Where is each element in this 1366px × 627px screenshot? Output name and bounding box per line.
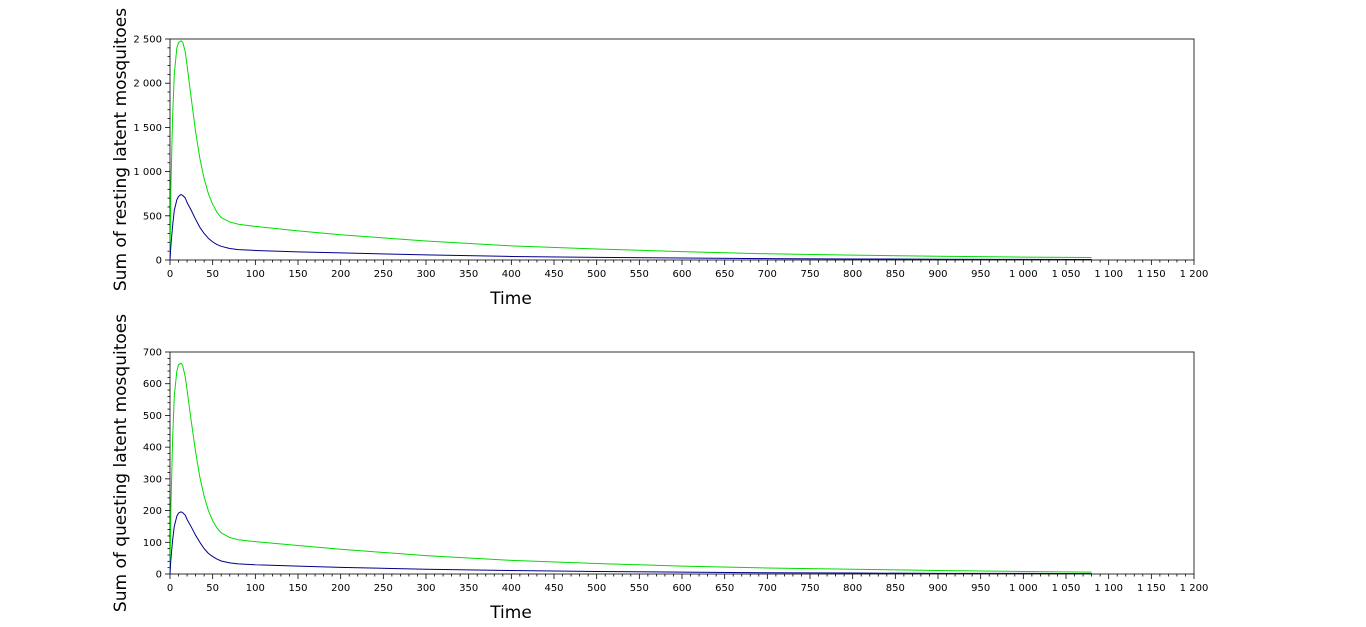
x-tick-label: 250 [374, 583, 393, 594]
series-line-0 [169, 40, 1092, 261]
x-tick-label: 0 [167, 583, 173, 594]
x-tick-label: 800 [843, 583, 862, 594]
x-tick-label: 300 [416, 583, 435, 594]
x-tick-label: 0 [167, 269, 173, 280]
x-tick-label: 450 [544, 583, 563, 594]
questing-latent-panel: 0 50 100 150 200 250 300 350 400 450 500 550 600 650 7… [111, 314, 1208, 623]
y-tick-label: 200 [143, 506, 162, 517]
y-tick-label: 300 [143, 474, 162, 485]
x-tick-label: 1 100 [1094, 583, 1123, 594]
x-tick-label: 950 [971, 269, 990, 280]
x-tick-label: 400 [502, 583, 521, 594]
x-tick-label: 150 [288, 269, 307, 280]
x-tick-label: 650 [715, 269, 734, 280]
x-tick-label: 150 [288, 583, 307, 594]
x-tick-label: 500 [587, 269, 606, 280]
y-axis-title: Sum of resting latent mosquitoes [111, 8, 131, 291]
x-tick-label: 600 [672, 269, 691, 280]
x-tick-label: 1 150 [1137, 269, 1166, 280]
x-tick-label: 1 100 [1094, 269, 1123, 280]
y-tick-label: 100 [143, 538, 162, 549]
x-tick-label: 550 [630, 583, 649, 594]
series-line-1 [169, 194, 1092, 261]
y-tick-label: 500 [143, 211, 162, 222]
x-tick-label: 950 [971, 583, 990, 594]
x-tick-label: 200 [331, 583, 350, 594]
x-axis-title: Time [489, 603, 532, 623]
y-tick-label: 0 [156, 570, 162, 581]
x-tick-label: 1 050 [1052, 269, 1081, 280]
series-line-1 [169, 511, 1092, 575]
x-tick-label: 750 [800, 583, 819, 594]
x-tick-label: 1 000 [1009, 583, 1038, 594]
y-tick-label: 1 000 [133, 167, 162, 178]
x-tick-label: 650 [715, 583, 734, 594]
x-tick-label: 350 [459, 269, 478, 280]
x-tick-label: 500 [587, 583, 606, 594]
x-tick-label: 800 [843, 269, 862, 280]
x-tick-label: 100 [246, 269, 265, 280]
y-tick-label: 500 [143, 411, 162, 422]
y-axis-title: Sum of questing latent mosquitoes [111, 314, 131, 612]
y-tick-label: 2 500 [133, 35, 162, 46]
x-tick-label: 550 [630, 269, 649, 280]
x-tick-label: 250 [374, 269, 393, 280]
x-tick-label: 50 [206, 269, 219, 280]
x-tick-label: 600 [672, 583, 691, 594]
x-tick-label: 400 [502, 269, 521, 280]
x-tick-label: 300 [416, 269, 435, 280]
x-tick-label: 850 [886, 583, 905, 594]
x-tick-label: 350 [459, 583, 478, 594]
plot-frame [169, 38, 1195, 261]
x-tick-label: 1 050 [1052, 583, 1081, 594]
x-tick-label: 1 150 [1137, 583, 1166, 594]
x-tick-label: 750 [800, 269, 819, 280]
x-tick-label: 700 [758, 583, 777, 594]
x-tick-label: 900 [928, 269, 947, 280]
y-tick-label: 0 [156, 256, 162, 267]
x-tick-label: 900 [928, 583, 947, 594]
y-tick-label: 700 [143, 348, 162, 359]
x-tick-label: 50 [206, 583, 219, 594]
x-axis-title: Time [489, 289, 532, 309]
x-tick-label: 700 [758, 269, 777, 280]
x-tick-label: 100 [246, 583, 265, 594]
x-tick-label: 1 200 [1180, 269, 1209, 280]
resting-latent-panel: 0 50 100 150 200 250 300 350 400 450 500 550 600 650 7… [111, 8, 1208, 309]
y-tick-label: 600 [143, 379, 162, 390]
x-tick-label: 850 [886, 269, 905, 280]
x-tick-label: 450 [544, 269, 563, 280]
x-tick-label: 1 200 [1180, 583, 1209, 594]
x-tick-label: 1 000 [1009, 269, 1038, 280]
plot-frame [169, 351, 1195, 575]
y-tick-label: 400 [143, 443, 162, 454]
y-tick-label: 2 000 [133, 79, 162, 90]
series-line-0 [169, 362, 1092, 575]
x-tick-label: 200 [331, 269, 350, 280]
y-tick-label: 1 500 [133, 123, 162, 134]
